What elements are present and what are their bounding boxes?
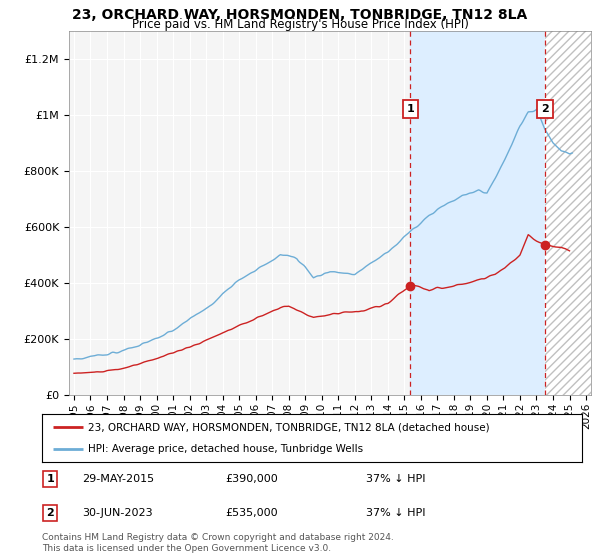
Text: 29-MAY-2015: 29-MAY-2015 [83, 474, 155, 484]
Text: 1: 1 [407, 104, 415, 114]
Text: 37% ↓ HPI: 37% ↓ HPI [366, 508, 425, 518]
Text: 2: 2 [46, 508, 54, 518]
Text: 37% ↓ HPI: 37% ↓ HPI [366, 474, 425, 484]
Text: 23, ORCHARD WAY, HORSMONDEN, TONBRIDGE, TN12 8LA: 23, ORCHARD WAY, HORSMONDEN, TONBRIDGE, … [73, 8, 527, 22]
Text: 23, ORCHARD WAY, HORSMONDEN, TONBRIDGE, TN12 8LA (detached house): 23, ORCHARD WAY, HORSMONDEN, TONBRIDGE, … [88, 422, 490, 432]
Text: Contains HM Land Registry data © Crown copyright and database right 2024.
This d: Contains HM Land Registry data © Crown c… [42, 533, 394, 553]
Text: £390,000: £390,000 [226, 474, 278, 484]
Text: Price paid vs. HM Land Registry's House Price Index (HPI): Price paid vs. HM Land Registry's House … [131, 18, 469, 31]
Bar [545, 31, 591, 395]
Text: 30-JUN-2023: 30-JUN-2023 [83, 508, 153, 518]
Bar [410, 31, 545, 395]
Text: 1: 1 [46, 474, 54, 484]
Text: HPI: Average price, detached house, Tunbridge Wells: HPI: Average price, detached house, Tunb… [88, 444, 363, 454]
Text: £535,000: £535,000 [226, 508, 278, 518]
Text: 2: 2 [541, 104, 548, 114]
Bar [545, 31, 591, 395]
